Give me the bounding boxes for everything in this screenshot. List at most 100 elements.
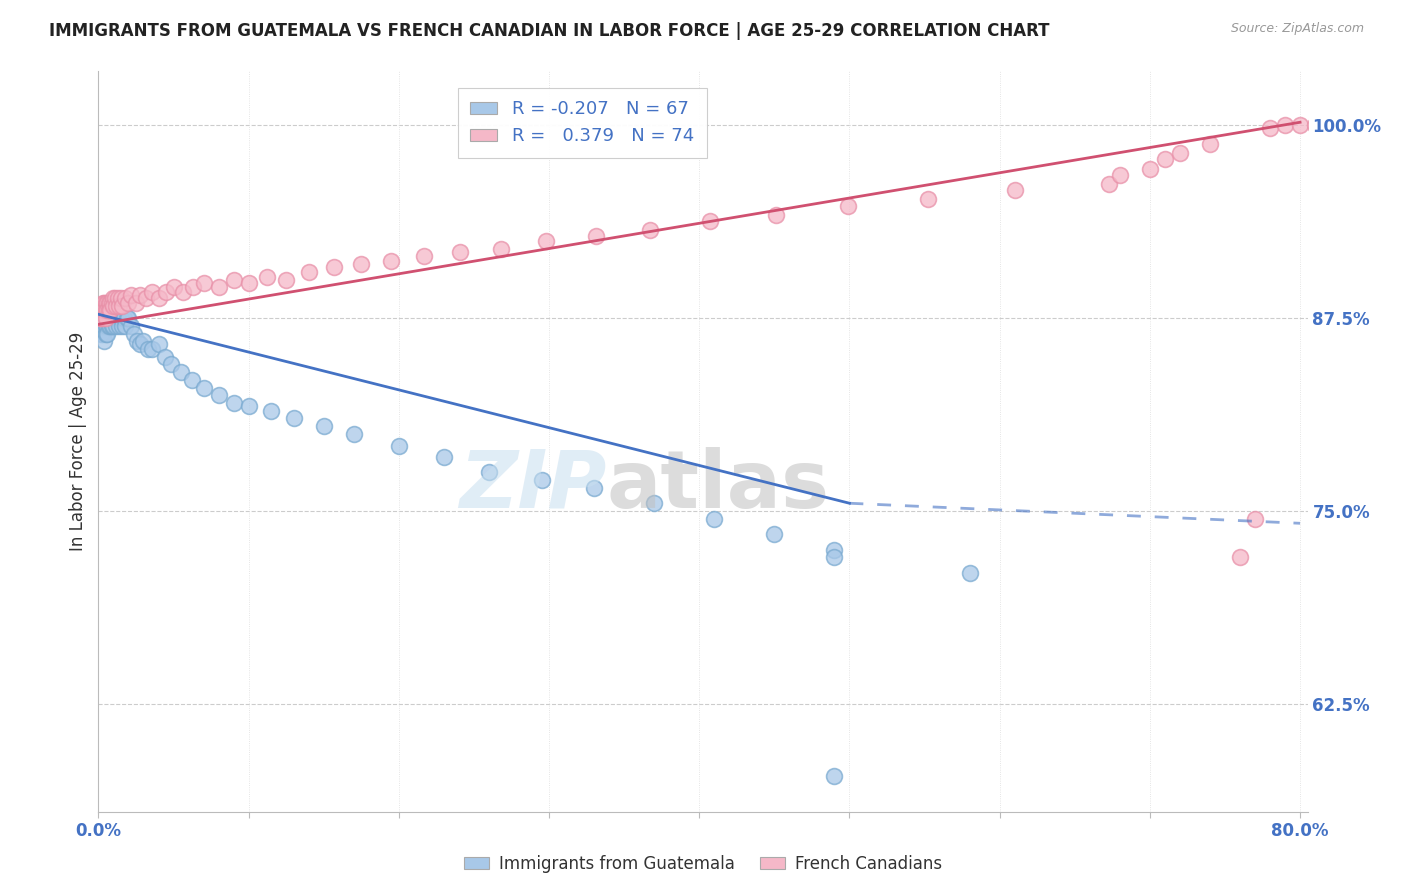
Point: [103, 311, 125, 326]
Text: Source: ZipAtlas.com: Source: ZipAtlas.com: [1230, 22, 1364, 36]
Point: [312, 419, 335, 434]
Point: [117, 311, 139, 326]
Point: [93, 311, 115, 326]
Point: [1154, 153, 1177, 167]
Point: [111, 318, 134, 333]
Point: [170, 365, 193, 379]
Point: [91, 326, 114, 341]
Point: [104, 311, 127, 326]
Point: [91, 311, 114, 326]
Y-axis label: In Labor Force | Age 25-29: In Labor Force | Age 25-29: [69, 332, 87, 551]
Point: [765, 208, 787, 222]
Point: [121, 288, 143, 302]
Point: [489, 242, 512, 256]
Legend: R = -0.207   N = 67, R =   0.379   N = 74: R = -0.207 N = 67, R = 0.379 N = 74: [457, 87, 707, 158]
Point: [94, 311, 117, 326]
Point: [638, 223, 661, 237]
Point: [643, 496, 665, 510]
Point: [90, 311, 112, 326]
Point: [1274, 119, 1296, 133]
Point: [153, 350, 176, 364]
Point: [180, 373, 202, 387]
Point: [90, 318, 112, 333]
Point: [283, 411, 305, 425]
Point: [91, 318, 114, 333]
Point: [413, 249, 436, 264]
Point: [125, 295, 148, 310]
Point: [823, 550, 845, 565]
Point: [100, 311, 122, 326]
Point: [238, 399, 260, 413]
Point: [703, 511, 725, 525]
Point: [100, 303, 122, 318]
Point: [585, 229, 607, 244]
Point: [104, 291, 127, 305]
Point: [583, 481, 606, 495]
Point: [90, 311, 112, 326]
Point: [350, 257, 373, 271]
Point: [132, 334, 155, 349]
Point: [108, 318, 131, 333]
Point: [112, 311, 135, 326]
Point: [238, 276, 260, 290]
Point: [117, 295, 139, 310]
Point: [91, 303, 114, 318]
Point: [94, 303, 117, 318]
Point: [114, 318, 136, 333]
Point: [93, 318, 115, 333]
Point: [1303, 119, 1326, 133]
Point: [917, 193, 939, 207]
Point: [111, 299, 134, 313]
Point: [193, 380, 215, 394]
Point: [155, 285, 177, 299]
Point: [110, 291, 132, 305]
Point: [115, 311, 138, 326]
Point: [108, 299, 131, 313]
Point: [148, 291, 170, 305]
Point: [129, 288, 152, 302]
Point: [114, 291, 136, 305]
Point: [1244, 511, 1267, 525]
Point: [94, 295, 117, 310]
Point: [1289, 119, 1312, 133]
Point: [141, 342, 163, 356]
Point: [1258, 121, 1281, 136]
Point: [959, 566, 981, 580]
Point: [121, 318, 143, 333]
Point: [222, 272, 245, 286]
Point: [388, 439, 411, 453]
Point: [97, 318, 120, 333]
Point: [89, 318, 111, 333]
Point: [1139, 161, 1161, 176]
Point: [100, 318, 122, 333]
Point: [181, 280, 204, 294]
Point: [823, 769, 845, 783]
Point: [100, 295, 122, 310]
Point: [124, 326, 146, 341]
Point: [1168, 146, 1191, 161]
Point: [1199, 136, 1222, 151]
Point: [96, 311, 118, 326]
Point: [103, 299, 125, 313]
Point: [93, 295, 115, 310]
Point: [96, 295, 118, 310]
Point: [449, 244, 471, 259]
Point: [93, 303, 115, 318]
Point: [433, 450, 456, 464]
Point: [207, 280, 229, 294]
Point: [148, 337, 170, 351]
Point: [94, 326, 117, 341]
Point: [97, 303, 120, 318]
Point: [97, 295, 120, 310]
Point: [91, 311, 114, 326]
Point: [141, 285, 163, 299]
Point: [256, 269, 278, 284]
Point: [298, 265, 321, 279]
Point: [1004, 183, 1026, 197]
Point: [101, 311, 124, 326]
Point: [380, 254, 402, 268]
Point: [323, 260, 346, 275]
Point: [96, 326, 118, 341]
Point: [159, 358, 181, 372]
Point: [534, 234, 557, 248]
